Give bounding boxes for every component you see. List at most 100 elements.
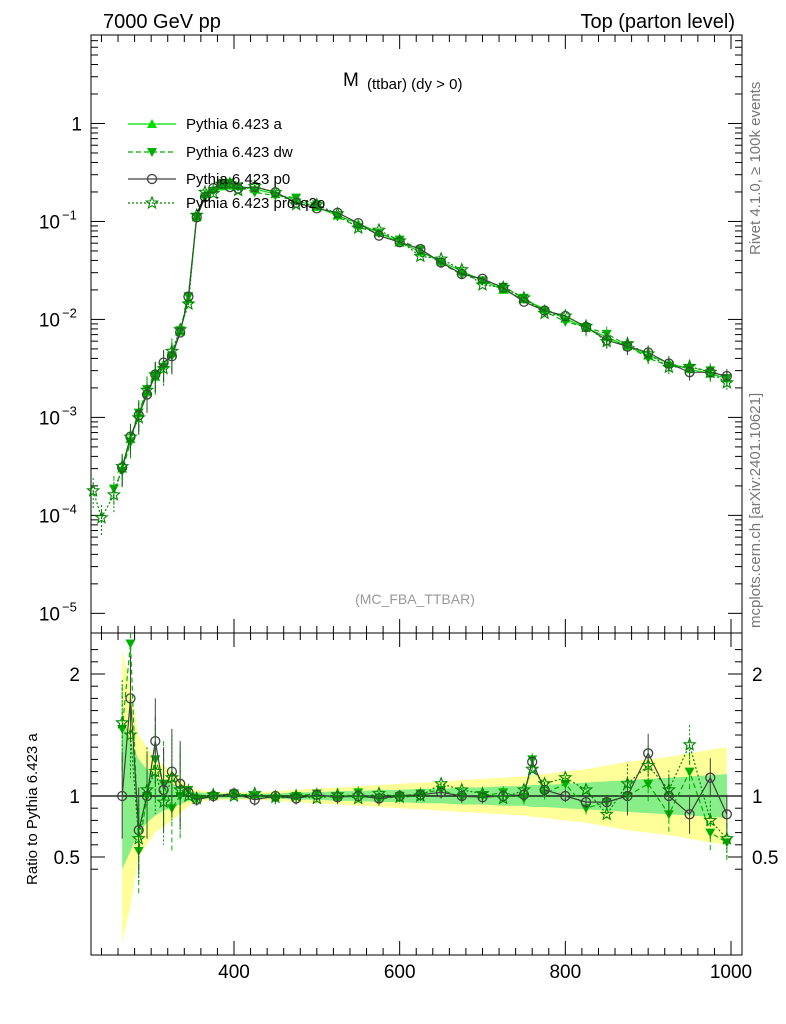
- main-panel: 10 −510 −410 −310 −210 −11: [39, 34, 743, 634]
- ratio-point-p0: [249, 794, 260, 805]
- x-tick-label: 800: [549, 962, 581, 983]
- main-series-line-a: [121, 184, 728, 469]
- ratio-series-group: [91, 633, 742, 943]
- ratio-point-p0: [721, 809, 733, 820]
- y-tick-exponent: −2: [62, 305, 77, 320]
- ratio-point-q2o: [525, 761, 540, 776]
- main-point-q2o: [371, 222, 387, 237]
- plot-title-main: M: [343, 70, 359, 91]
- main-point-q2o: [413, 248, 428, 263]
- ratio-point-q2o: [516, 782, 532, 797]
- ratio-y-tick-label-right: 1: [752, 787, 763, 808]
- legend-label-a: Pythia 6.423 a: [186, 116, 283, 133]
- main-point-q2o: [558, 308, 573, 323]
- main-point-q2o: [206, 185, 221, 200]
- main-point-q2o: [620, 336, 635, 350]
- ratio-point-q2o: [164, 770, 180, 784]
- main-point-p0: [663, 358, 675, 369]
- y-tick-exponent: −3: [62, 403, 77, 418]
- ratio-point-q2o: [454, 782, 469, 797]
- main-point-q2o: [309, 197, 324, 211]
- main-point-q2o: [86, 483, 101, 497]
- main-point-p0: [373, 230, 385, 241]
- x-tick-label: 1000: [710, 962, 752, 983]
- ratio-y-tick-label: 1: [69, 787, 80, 808]
- ratio-y-tick-label-right: 2: [752, 665, 763, 686]
- ratio-point-q2o: [682, 737, 697, 751]
- ratio-point-p0: [539, 784, 550, 796]
- y-tick-exponent: −1: [62, 207, 77, 222]
- y-tick-label: 10: [39, 604, 60, 625]
- main-point-q2o: [106, 487, 122, 501]
- ratio-point-q2o: [475, 786, 490, 800]
- y-tick-exponent: −4: [62, 501, 77, 516]
- y-tick-label: 10: [39, 310, 60, 331]
- main-point-p0: [175, 327, 186, 338]
- ratio-point-p0: [560, 790, 571, 802]
- ratio-point-q2o: [309, 790, 324, 805]
- main-point-q2o: [156, 361, 171, 375]
- main-point-q2o: [139, 382, 155, 397]
- ratio-point-p0: [643, 748, 654, 759]
- ratio-point-q2o: [181, 788, 196, 803]
- ratio-point-q2o: [558, 770, 573, 784]
- x-tick-label: 600: [384, 962, 416, 983]
- main-point-q2o: [181, 296, 196, 311]
- ratio-point-q2o: [641, 758, 656, 772]
- main-point-q2o: [496, 279, 511, 294]
- ratio-y-tick-label: 2: [69, 665, 80, 686]
- main-point-q2o: [197, 184, 213, 199]
- ratio-point-q2o: [268, 789, 283, 804]
- y-tick-label: 1: [71, 114, 82, 135]
- main-point-q2o: [222, 176, 238, 190]
- main-point-q2o: [164, 343, 180, 358]
- main-point-q2o: [537, 305, 552, 320]
- ratio-point-q2o: [433, 776, 449, 790]
- main-point-q2o: [247, 178, 262, 193]
- main-point-p0: [415, 243, 426, 255]
- main-point-q2o: [703, 364, 718, 379]
- ratio-point-q2o: [148, 764, 163, 778]
- ratio-point-q2o: [703, 812, 718, 827]
- main-point-q2o: [173, 322, 188, 336]
- ratio-point-q2o: [413, 788, 428, 803]
- ratio-point-dw: [125, 639, 136, 649]
- main-point-q2o: [351, 220, 366, 235]
- main-point-q2o: [189, 207, 204, 222]
- mcplots-reference-label: mcplots.cern.ch [arXiv:2401.10621]: [747, 393, 764, 628]
- ratio-y-tick-label: 0.5: [54, 848, 80, 869]
- main-point-q2o: [131, 410, 146, 424]
- ratio-point-q2o: [496, 790, 511, 805]
- legend-marker-q2o: [144, 195, 160, 210]
- ratio-point-q2o: [189, 790, 204, 805]
- main-point-q2o: [94, 510, 109, 524]
- ratio-point-q2o: [371, 786, 387, 800]
- ratio-point-q2o: [156, 794, 171, 809]
- ratio-panel: 400 600 800 1000 0.5 0.5 1 1 2 2: [54, 632, 778, 983]
- main-point-p0: [394, 237, 405, 248]
- ratio-point-q2o: [226, 788, 242, 803]
- main-point-q2o: [268, 184, 283, 199]
- ratio-point-p0: [684, 809, 695, 820]
- header-process-label: Top (parton level): [580, 11, 735, 33]
- legend-label-pro-q2o: Pythia 6.423 pro-q2o: [186, 195, 325, 212]
- legend: Pythia 6.423 a Pythia 6.423 dw Pythia 6.…: [128, 116, 325, 212]
- rivet-version-label: Rivet 4.1.0, ≥ 100k events: [747, 82, 764, 255]
- ratio-point-q2o: [578, 782, 594, 797]
- x-tick-label: 400: [218, 962, 250, 983]
- main-point-q2o: [578, 318, 594, 333]
- ratio-point-q2o: [620, 776, 635, 790]
- main-point-q2o: [148, 367, 163, 381]
- ratio-point-q2o: [115, 715, 130, 729]
- ratio-point-q2o: [330, 787, 345, 801]
- y-tick-label: 10: [39, 212, 60, 233]
- main-point-q2o: [475, 277, 490, 291]
- ratio-point-q2o: [392, 789, 407, 804]
- y-tick-exponent: −5: [62, 599, 77, 614]
- header-energy-label: 7000 GeV pp: [103, 11, 221, 33]
- main-point-q2o: [230, 183, 246, 197]
- ratio-point-dw: [643, 779, 654, 789]
- ratio-point-q2o: [599, 806, 614, 821]
- ratio-point-p0: [527, 756, 538, 767]
